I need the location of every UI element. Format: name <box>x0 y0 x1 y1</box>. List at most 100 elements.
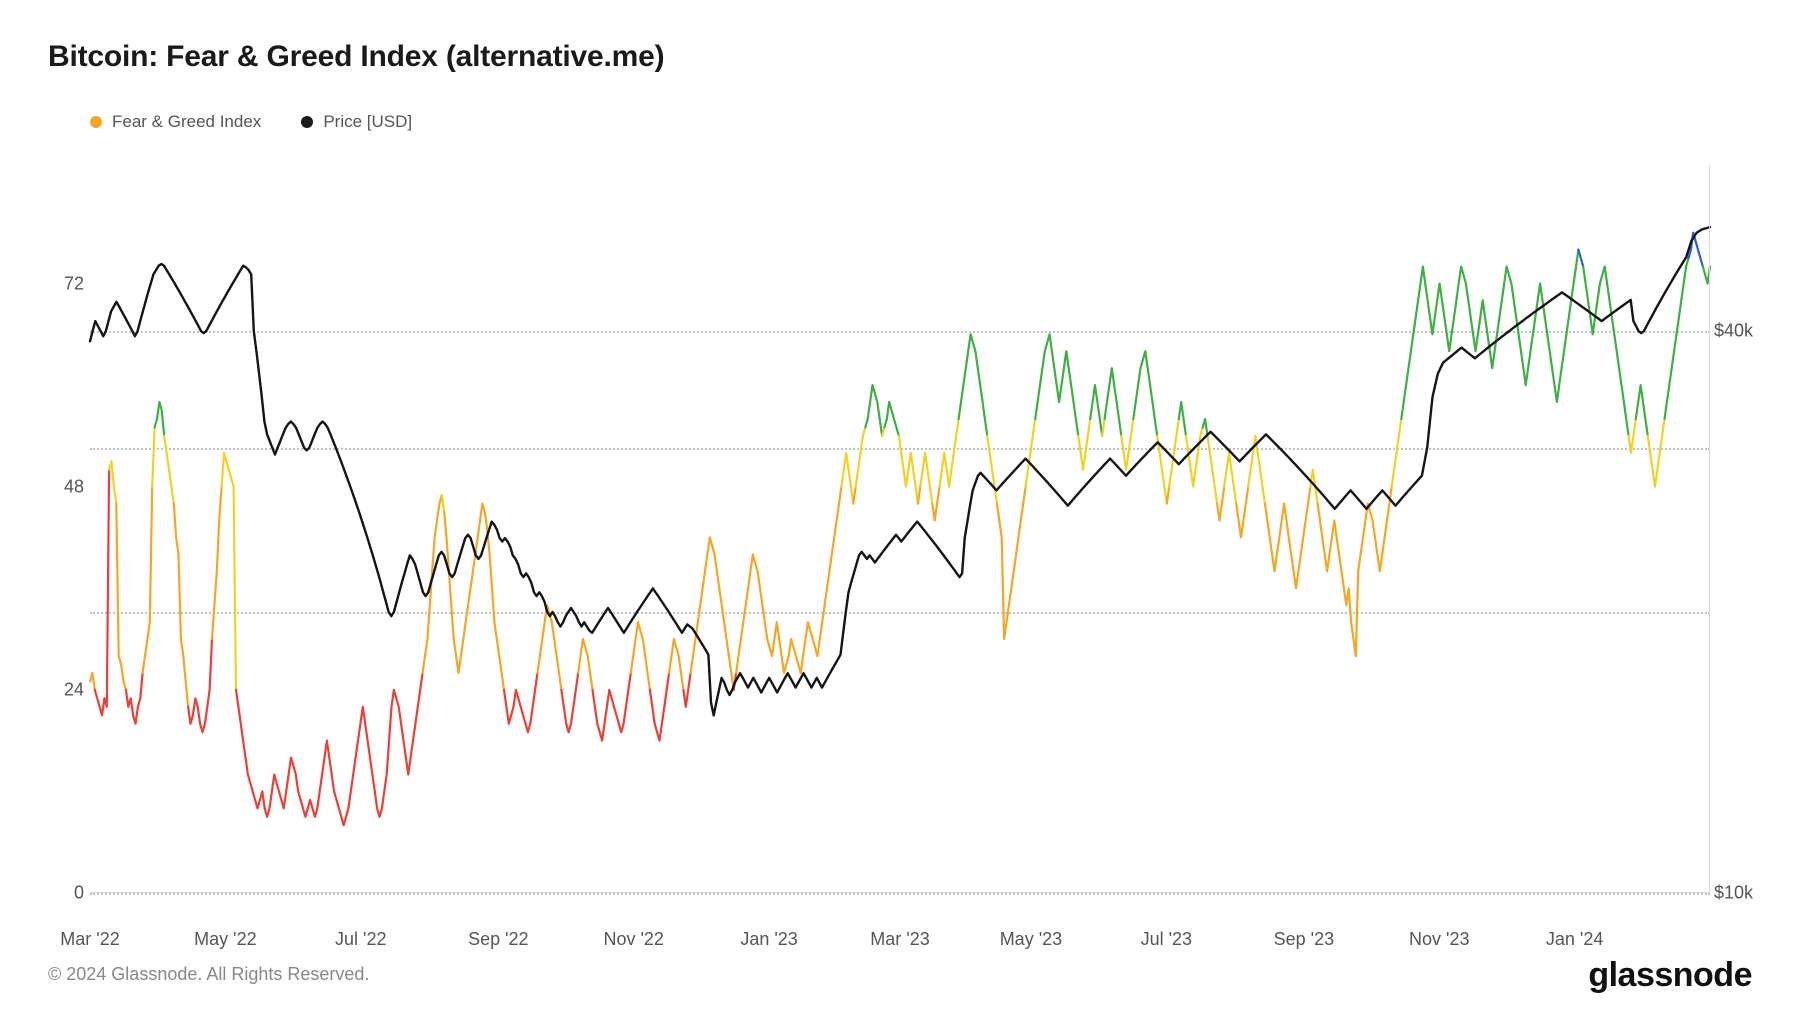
fg-index-line <box>1636 385 1648 436</box>
fg-index-line <box>423 495 442 673</box>
y-left-tick-label: 48 <box>40 476 84 497</box>
fg-index-line <box>940 419 959 487</box>
fg-index-line <box>841 453 853 504</box>
legend: Fear & Greed Index Price [USD] <box>90 112 1752 132</box>
legend-item-fg: Fear & Greed Index <box>90 112 261 132</box>
fg-index-line <box>650 673 669 741</box>
x-tick-label: Jan '24 <box>1546 929 1603 950</box>
fg-index-line <box>1090 385 1102 436</box>
plot-border-right <box>1709 165 1710 893</box>
fg-index-line <box>1578 250 1583 267</box>
fg-index-line <box>1265 487 1311 589</box>
fg-index-line <box>444 504 504 690</box>
x-tick-label: Mar '22 <box>60 929 119 950</box>
x-tick-label: Sep '22 <box>468 929 529 950</box>
fg-index-line <box>561 673 578 732</box>
fg-index-line <box>1121 419 1133 470</box>
fg-index-line <box>1248 436 1265 504</box>
x-tick-label: May '23 <box>1000 929 1062 950</box>
fg-index-line <box>920 453 932 504</box>
gridline <box>90 893 1710 895</box>
fg-index-line <box>865 385 882 436</box>
fg-index-line <box>691 538 734 690</box>
x-tick-label: Jul '23 <box>1141 929 1192 950</box>
fg-index-line <box>853 487 855 504</box>
fg-index-line <box>116 504 126 690</box>
fg-index-line <box>95 470 109 716</box>
fg-index-line <box>1648 419 1665 487</box>
y-left-tick-label: 0 <box>40 883 84 904</box>
fg-index-line <box>1392 419 1402 487</box>
y-right-tick-label: $10k <box>1714 883 1770 904</box>
fg-index-line <box>222 453 236 690</box>
fg-index-line <box>882 427 884 436</box>
x-tick-label: May '22 <box>194 929 256 950</box>
y-left-tick-label: 24 <box>40 679 84 700</box>
fg-index-line <box>212 487 222 639</box>
fg-index-line <box>1035 334 1078 436</box>
fg-index-line <box>578 639 592 690</box>
fg-index-line <box>109 461 116 503</box>
fg-index-line <box>1401 250 1578 419</box>
fg-index-line <box>669 639 683 690</box>
chart-svg <box>90 165 1710 893</box>
y-right-tick-label: $40k <box>1714 321 1770 342</box>
x-tick-label: Sep '23 <box>1274 929 1335 950</box>
x-tick-label: Jan '23 <box>740 929 797 950</box>
fg-index-line <box>90 673 95 690</box>
fg-index-line <box>126 673 143 724</box>
fg-index-line <box>504 673 538 732</box>
fg-index-line <box>1179 402 1186 436</box>
fg-index-line <box>918 487 920 504</box>
legend-swatch-fg <box>90 116 102 128</box>
fg-index-line <box>856 427 866 486</box>
plot-border-bottom <box>90 892 1710 893</box>
x-tick-label: Nov '23 <box>1409 929 1469 950</box>
fg-index-line <box>1105 368 1122 436</box>
plot-area: 0244872 $10k$40k Mar '22May '22Jul '22Se… <box>90 165 1710 893</box>
fg-index-line <box>683 673 690 707</box>
fg-index-line <box>932 487 939 521</box>
fg-index-line <box>442 495 444 512</box>
fg-index-line <box>1078 419 1090 470</box>
fg-index-line <box>188 639 212 732</box>
chart-title: Bitcoin: Fear & Greed Index (alternative… <box>48 40 1752 74</box>
fg-index-line <box>1224 453 1236 504</box>
legend-swatch-price <box>301 116 313 128</box>
brand-logo: glassnode <box>1588 956 1752 995</box>
fg-index-line <box>959 334 988 436</box>
price-line <box>90 227 1710 715</box>
fg-index-line <box>164 436 174 504</box>
legend-label-fg: Fear & Greed Index <box>112 112 261 132</box>
y-axis-right: $10k$40k <box>1714 165 1770 893</box>
fg-index-line <box>174 504 188 707</box>
fg-index-line <box>987 436 997 504</box>
fg-index-line <box>1102 419 1104 436</box>
fg-index-line <box>593 673 631 741</box>
footer-copyright: © 2024 Glassnode. All Rights Reserved. <box>48 964 369 985</box>
x-tick-label: Nov '22 <box>603 929 663 950</box>
fg-index-line <box>1583 267 1628 436</box>
fg-index-line <box>1236 487 1248 538</box>
x-tick-label: Jul '22 <box>335 929 386 950</box>
fg-index-line <box>1665 258 1689 419</box>
fg-index-line <box>143 487 153 673</box>
fg-index-line <box>1026 419 1036 487</box>
fg-index-line <box>1169 419 1179 487</box>
fg-index-line <box>236 673 423 825</box>
legend-item-price: Price [USD] <box>301 112 412 132</box>
fg-index-line <box>1208 436 1218 504</box>
fg-index-line <box>1203 419 1208 436</box>
fg-index-line <box>899 436 918 504</box>
fg-index-line <box>1133 351 1157 436</box>
y-left-tick-label: 72 <box>40 273 84 294</box>
x-tick-label: Mar '23 <box>870 929 929 950</box>
fg-index-line <box>1217 487 1224 521</box>
legend-label-price: Price [USD] <box>323 112 412 132</box>
fg-index-line <box>1318 487 1392 656</box>
fg-index-line <box>884 402 898 436</box>
fg-index-line <box>1689 233 1703 267</box>
fg-index-line <box>1167 487 1169 504</box>
fg-index-line <box>1186 427 1203 486</box>
fg-index-line <box>631 622 650 690</box>
